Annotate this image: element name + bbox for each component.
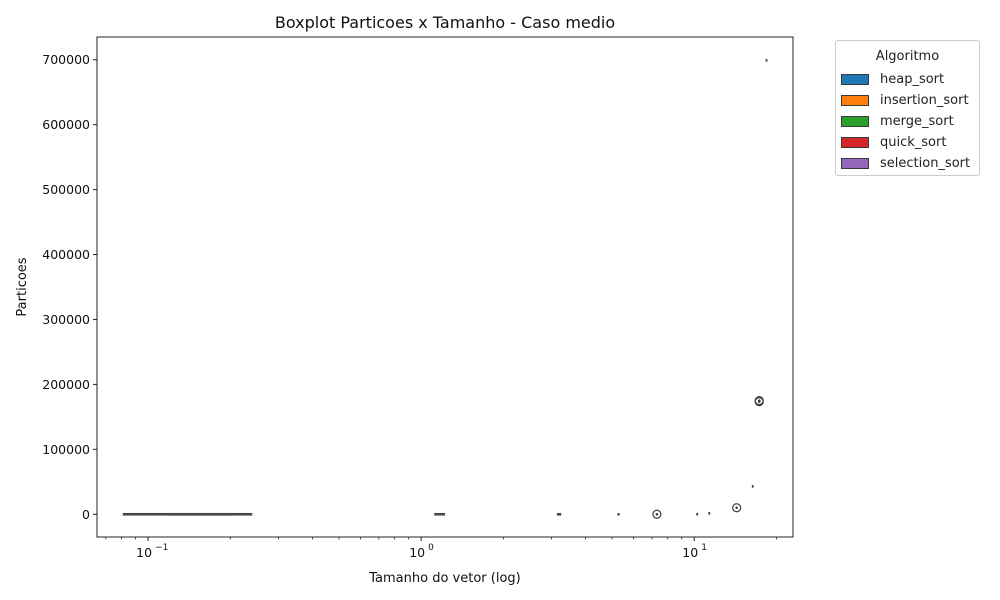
legend-swatch — [841, 115, 869, 127]
legend-swatch — [841, 73, 869, 85]
x-tick-exponent: 1 — [701, 543, 707, 553]
legend-label: insertion_sort — [880, 92, 969, 108]
legend-swatch — [841, 94, 869, 106]
outlier-point — [732, 503, 742, 513]
legend-item-quick-sort: quick_sort — [841, 134, 947, 150]
chart-title: Boxplot Particoes x Tamanho - Caso medio — [275, 13, 615, 32]
y-tick-label: 500000 — [42, 182, 90, 197]
outlier-point — [652, 509, 662, 519]
legend-label: heap_sort — [880, 71, 945, 87]
outlier-point-core — [735, 506, 738, 510]
x-tick-exponent: −1 — [155, 543, 168, 553]
legend-swatch — [841, 136, 869, 148]
legend-item-merge-sort: merge_sort — [841, 113, 954, 129]
x-tick-label: 10 — [682, 545, 698, 560]
y-tick-label: 600000 — [42, 117, 90, 132]
legend-label: quick_sort — [880, 134, 947, 150]
y-tick-label: 700000 — [42, 52, 90, 67]
y-axis-label: Particoes — [15, 257, 30, 316]
outlier-point — [754, 396, 764, 406]
legend-title: Algoritmo — [875, 49, 940, 64]
legend-label: merge_sort — [880, 113, 954, 129]
legend-swatch — [841, 157, 869, 169]
x-axis-label: Tamanho do vetor (log) — [368, 571, 520, 586]
legend-item-heap-sort: heap_sort — [841, 71, 945, 87]
chart-legend: Algoritmo heap_sort insertion_sort merge… — [835, 40, 980, 176]
y-tick-label: 100000 — [42, 442, 90, 457]
legend-item-insertion-sort: insertion_sort — [841, 92, 969, 108]
x-tick-label: 10 — [136, 545, 152, 560]
legend-label: selection_sort — [880, 155, 971, 171]
legend-item-selection-sort: selection_sort — [841, 155, 971, 171]
y-tick-label: 0 — [82, 507, 90, 522]
x-tick-exponent: 0 — [428, 543, 434, 553]
plot-frame — [96, 36, 794, 538]
y-tick-label: 300000 — [42, 312, 90, 327]
y-tick-label: 200000 — [42, 377, 90, 392]
x-tick-label: 10 — [409, 545, 425, 560]
outlier-point-core — [655, 512, 659, 516]
outlier-point-core — [757, 399, 761, 402]
y-tick-label: 400000 — [42, 247, 90, 262]
